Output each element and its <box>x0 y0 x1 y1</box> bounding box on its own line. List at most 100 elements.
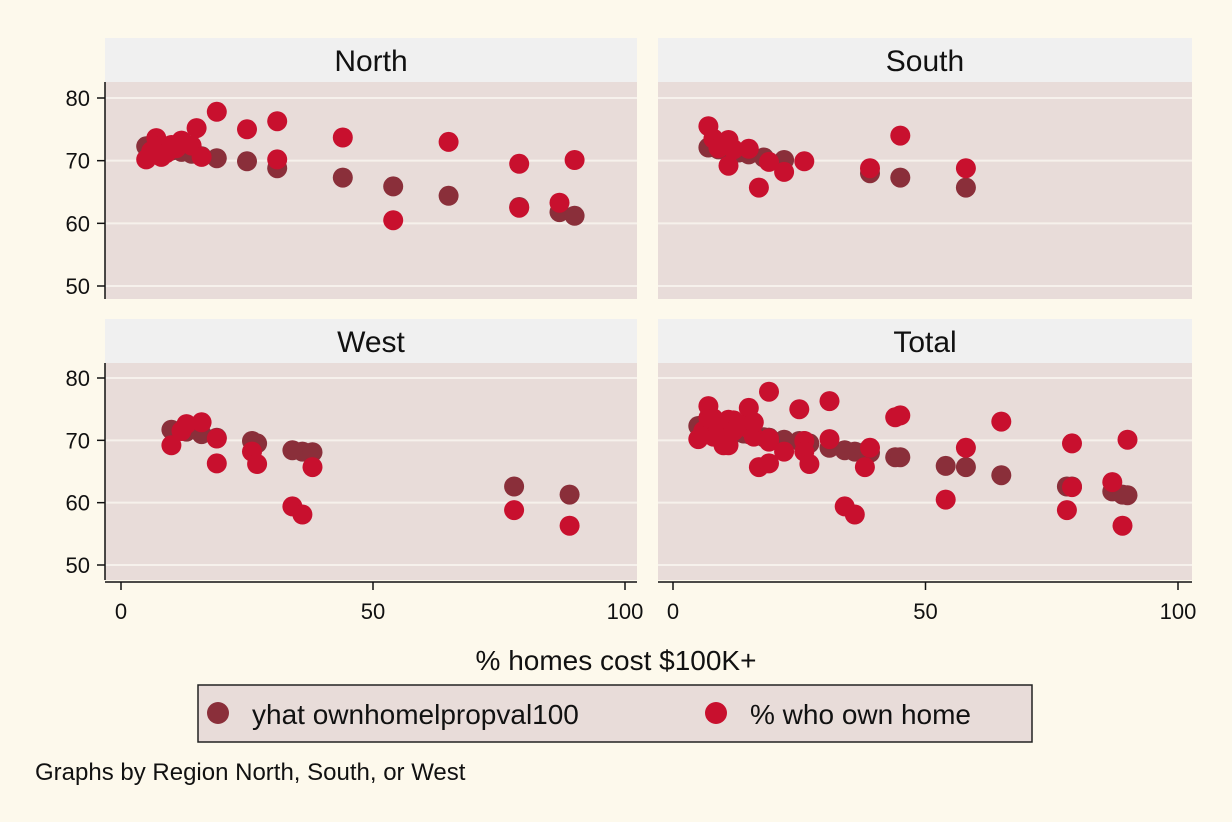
point-own-home <box>728 414 749 435</box>
point-yhat <box>890 167 911 188</box>
point-own-home <box>509 197 530 218</box>
point-own-home <box>1062 477 1082 498</box>
panel-north: North <box>105 38 637 299</box>
strip-west <box>105 319 637 363</box>
point-own-home <box>237 119 257 140</box>
legend-label-yhat: yhat ownhomelpropval100 <box>252 699 579 730</box>
point-yhat <box>237 151 257 172</box>
point-own-home <box>743 412 764 433</box>
point-yhat <box>332 167 353 188</box>
point-yhat <box>935 455 956 476</box>
point-yhat <box>955 177 976 198</box>
y-tick-label: 50 <box>66 553 90 578</box>
point-yhat <box>504 476 525 497</box>
points-west <box>161 412 580 536</box>
point-yhat <box>302 442 323 463</box>
x-tick-label: 100 <box>1160 599 1197 624</box>
point-yhat <box>564 205 585 226</box>
point-own-home <box>267 111 288 132</box>
point-own-home <box>206 453 227 474</box>
point-own-home <box>774 161 795 182</box>
point-own-home <box>302 457 323 478</box>
gridlines-west <box>105 377 637 566</box>
point-yhat <box>955 457 976 478</box>
point-own-home <box>438 131 459 152</box>
point-own-home <box>955 158 976 179</box>
x-tick-label: 50 <box>361 599 385 624</box>
graph-note: Graphs by Region North, South, or West <box>35 759 466 786</box>
x-tick-label: 100 <box>607 599 644 624</box>
plot-region-south <box>658 82 1192 299</box>
y-tick-label: 60 <box>66 491 90 516</box>
point-own-home <box>509 153 530 174</box>
point-own-home <box>1062 433 1082 454</box>
point-own-home <box>890 405 911 426</box>
legend-marker-own-home <box>705 702 727 724</box>
point-own-home <box>713 435 734 456</box>
point-own-home <box>955 437 976 458</box>
point-own-home <box>748 177 769 198</box>
point-yhat <box>206 148 227 169</box>
point-own-home <box>1112 515 1133 536</box>
legend: yhat ownhomelpropval100 % who own home <box>197 684 1033 743</box>
point-yhat <box>991 465 1012 486</box>
x-axis-title: % homes cost $100K+ <box>476 645 757 676</box>
point-own-home <box>1056 500 1077 521</box>
strip-north <box>105 38 637 82</box>
panel-title-south: South <box>886 45 964 78</box>
x-axis-left: 0 50 100 <box>105 581 644 624</box>
y-tick-label: 60 <box>66 211 90 236</box>
panel-south: South <box>658 38 1192 299</box>
point-own-home <box>789 399 810 420</box>
points-south <box>698 116 976 198</box>
legend-label-own-home: % who own home <box>750 699 971 730</box>
point-own-home <box>759 428 779 449</box>
point-own-home <box>759 453 779 474</box>
point-own-home <box>176 414 197 435</box>
point-own-home <box>292 504 313 525</box>
point-own-home <box>799 454 820 474</box>
point-own-home <box>860 437 880 458</box>
point-own-home <box>559 515 580 536</box>
point-yhat <box>383 176 404 197</box>
points-north <box>136 101 585 231</box>
legend-marker-yhat <box>207 702 229 724</box>
x-tick-label: 50 <box>913 599 937 624</box>
point-own-home <box>247 454 268 474</box>
y-tick-label: 70 <box>66 428 90 453</box>
legend-box <box>197 684 1033 743</box>
point-own-home <box>191 146 212 167</box>
point-own-home <box>191 412 212 433</box>
point-own-home <box>890 125 911 146</box>
point-own-home <box>935 489 956 510</box>
point-own-home <box>267 149 288 170</box>
point-yhat <box>559 484 580 505</box>
point-yhat <box>890 447 911 468</box>
point-own-home <box>564 150 585 170</box>
plot-region-total <box>658 363 1192 580</box>
point-own-home <box>738 138 759 159</box>
point-own-home <box>206 428 227 449</box>
point-own-home <box>1102 472 1123 493</box>
point-own-home <box>206 101 227 122</box>
point-own-home <box>844 504 865 525</box>
plot-region-west <box>105 363 637 580</box>
point-own-home <box>759 151 779 172</box>
point-own-home <box>860 158 880 179</box>
strip-total <box>658 319 1192 363</box>
y-axis-bottom: 50 60 70 80 <box>66 363 106 580</box>
point-own-home <box>819 429 840 450</box>
x-tick-label: 0 <box>667 599 679 624</box>
point-own-home <box>332 127 353 148</box>
x-axis-right: 0 50 100 <box>658 581 1197 624</box>
point-yhat <box>438 185 459 206</box>
point-own-home <box>549 192 570 213</box>
x-tick-label: 0 <box>115 599 127 624</box>
panel-west: West <box>105 319 637 580</box>
plot-region-north <box>105 82 637 299</box>
point-own-home <box>854 457 875 478</box>
panel-title-north: North <box>334 45 407 78</box>
point-own-home <box>794 151 815 172</box>
strip-south <box>658 38 1192 82</box>
